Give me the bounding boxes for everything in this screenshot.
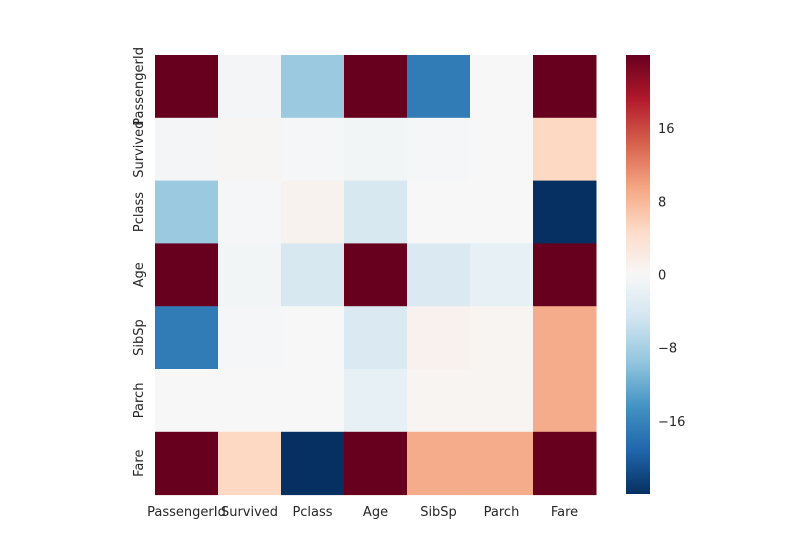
heatmap-cell-passengerid-parch [470, 55, 534, 119]
y-tick-label: Parch [132, 383, 147, 419]
heatmap-cell-age-passengerid [155, 243, 219, 307]
heatmap-cell-age-age [344, 243, 408, 307]
heatmap-cell-parch-age [344, 369, 408, 433]
heatmap-cell-fare-fare [533, 431, 597, 496]
heatmap-cell-parch-survived [218, 369, 282, 433]
heatmap-cell-fare-passengerid [155, 431, 219, 496]
x-tick-label: Pclass [292, 505, 332, 520]
colorbar-tick-label: 0 [658, 269, 666, 284]
heatmap-cell-passengerid-fare [533, 55, 597, 119]
heatmap-cell-parch-passengerid [155, 369, 219, 433]
heatmap-cell-pclass-age [344, 180, 408, 244]
heatmap-cell-survived-passengerid [155, 117, 219, 182]
heatmap-cell-pclass-sibsp [407, 180, 471, 244]
heatmap-cell-sibsp-fare [533, 306, 597, 370]
heatmap-cell-survived-parch [470, 117, 534, 182]
heatmap-cell-age-parch [470, 243, 534, 307]
heatmap-cell-parch-sibsp [407, 369, 471, 433]
heatmap-cell-fare-survived [218, 431, 282, 496]
colorbar-tick-label: −16 [658, 415, 685, 430]
heatmap-cell-survived-pclass [281, 117, 345, 182]
y-tick-label: SibSp [132, 319, 147, 356]
y-tick-label: PassengerId [132, 47, 147, 126]
heatmap-cell-sibsp-parch [470, 306, 534, 370]
heatmap-cell-parch-pclass [281, 369, 345, 433]
heatmap-cell-pclass-survived [218, 180, 282, 244]
heatmap-cell-age-survived [218, 243, 282, 307]
heatmap-cell-parch-fare [533, 369, 597, 433]
y-tick-label: Age [132, 262, 147, 287]
heatmap-cell-passengerid-survived [218, 55, 282, 119]
x-tick-label: Fare [551, 505, 578, 520]
heatmap-cell-fare-pclass [281, 431, 345, 496]
heatmap-cell-fare-sibsp [407, 431, 471, 496]
heatmap-cell-survived-survived [218, 117, 282, 182]
colorbar-tick-label: −8 [658, 342, 677, 357]
heatmap-cell-survived-age [344, 117, 408, 182]
heatmap-cell-passengerid-pclass [281, 55, 345, 119]
colorbar-tick-label: 8 [658, 195, 666, 210]
heatmap-cell-sibsp-pclass [281, 306, 345, 370]
x-tick-label: Survived [221, 505, 278, 520]
heatmap-cell-fare-age [344, 431, 408, 496]
heatmap-cell-fare-parch [470, 431, 534, 496]
heatmap-cells [155, 55, 597, 496]
heatmap-cell-pclass-pclass [281, 180, 345, 244]
heatmap-cell-sibsp-sibsp [407, 306, 471, 370]
heatmap-cell-passengerid-age [344, 55, 408, 119]
colorbar-tick-label: 16 [658, 122, 675, 137]
heatmap-cell-passengerid-passengerid [155, 55, 219, 119]
x-tick-label: Age [363, 505, 388, 520]
x-tick-label: SibSp [420, 505, 457, 520]
heatmap-cell-sibsp-survived [218, 306, 282, 370]
heatmap-cell-survived-sibsp [407, 117, 471, 182]
heatmap-cell-parch-parch [470, 369, 534, 433]
heatmap-cell-sibsp-passengerid [155, 306, 219, 370]
heatmap-cell-age-pclass [281, 243, 345, 307]
colorbar-ticks: 16 8 0 −8 −16 [658, 122, 685, 430]
heatmap-cell-age-sibsp [407, 243, 471, 307]
y-tick-label: Survived [132, 121, 147, 178]
heatmap-cell-pclass-parch [470, 180, 534, 244]
heatmap-cell-pclass-fare [533, 180, 597, 244]
heatmap-cell-age-fare [533, 243, 597, 307]
heatmap-cell-pclass-passengerid [155, 180, 219, 244]
x-tick-label: Parch [484, 505, 520, 520]
heatmap-cell-passengerid-sibsp [407, 55, 471, 119]
y-tick-label: Pclass [132, 192, 147, 232]
heatmap-cell-survived-fare [533, 117, 597, 182]
x-tick-label: PassengerId [147, 505, 226, 520]
colorbar [626, 55, 650, 494]
y-tick-label: Fare [132, 450, 147, 477]
heatmap-cell-sibsp-age [344, 306, 408, 370]
